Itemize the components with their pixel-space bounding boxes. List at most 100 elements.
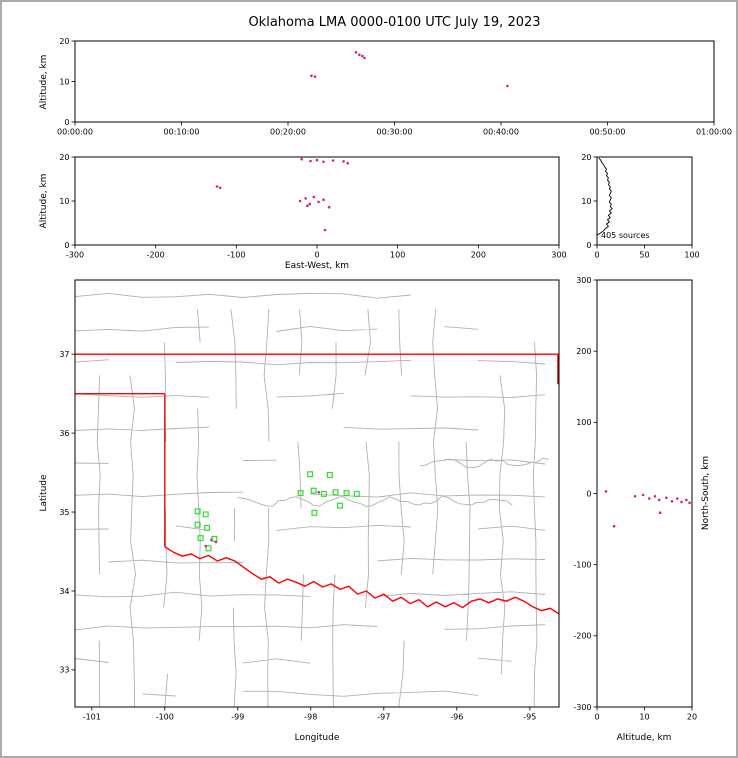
x-tick-label: 200 (471, 251, 486, 260)
source-point (363, 56, 366, 60)
x-tick-label: 00:20:00 (270, 128, 306, 137)
time-height-frame (74, 40, 715, 123)
source-point (306, 204, 309, 208)
longitude-axis-label: Longitude (294, 733, 340, 743)
station-marker (205, 545, 212, 552)
time-height-ticks: 00:00:00 00:10:00 00:20:00 00:30:00 00:40:00… (57, 37, 732, 137)
ew-height-frame (74, 156, 560, 246)
x-tick-label: -96 (450, 713, 463, 722)
source-point (612, 524, 616, 528)
source-count-label: 405 sources (601, 231, 650, 240)
station-marker (337, 502, 344, 509)
source-point (657, 498, 661, 502)
source-point (688, 501, 691, 505)
station-marker (211, 535, 218, 542)
source-point (604, 490, 608, 493)
x-tick-label: -101 (83, 713, 101, 722)
source-point (361, 54, 364, 58)
source-point (308, 202, 312, 206)
y-tick-label: 10 (59, 77, 69, 86)
source-point (658, 511, 662, 514)
time-panel-altitude-axis-label: Altitude, km (39, 54, 49, 110)
ew-panel-altitude-axis-label: Altitude, km (39, 173, 49, 229)
ns-height-ticks: 0 10 20 -300 -200 -100 0 100 200 300 (573, 276, 697, 722)
y-tick-label: 10 (581, 197, 591, 206)
y-tick-label: 20 (59, 37, 69, 46)
source-point (676, 497, 679, 500)
source-point (342, 160, 345, 163)
source-point (214, 540, 218, 544)
y-tick-label: 100 (576, 418, 591, 427)
source-point (653, 495, 657, 498)
source-point (215, 185, 219, 188)
source-point (358, 53, 361, 57)
source-point (210, 538, 213, 541)
ns-height-panel: 0 10 20 -300 -200 -100 0 100 200 300 (573, 276, 697, 722)
y-tick-label: -100 (573, 560, 591, 569)
source-point (685, 498, 688, 502)
time-height-source-points (310, 51, 509, 88)
x-tick-label: -100 (227, 251, 245, 260)
station-marker (197, 535, 204, 542)
source-point (322, 198, 325, 201)
y-tick-label: 10 (59, 197, 69, 206)
source-point (312, 195, 316, 199)
x-tick-label: 0 (594, 251, 599, 260)
source-point (317, 491, 321, 494)
y-tick-label: 200 (576, 347, 591, 356)
source-point (300, 157, 304, 161)
source-point (322, 160, 325, 164)
ew-height-source-points (215, 157, 350, 232)
map-ticks: -101 -100 -99 -98 -97 -96 -95 33 34 35 36 37 (59, 350, 536, 722)
source-point (218, 186, 222, 190)
x-tick-label: -300 (66, 251, 84, 260)
source-point (323, 228, 327, 232)
ns-height-frame (596, 279, 693, 708)
source-point (648, 497, 651, 500)
latitude-axis-label: Latitude (39, 474, 49, 512)
x-tick-label: 01:00:00 (696, 128, 732, 137)
map-panel: -101 -100 -99 -98 -97 -96 -95 33 34 35 36 37 (59, 279, 560, 722)
source-point (354, 51, 358, 54)
time-height-panel: 00:00:00 00:10:00 00:20:00 00:30:00 00:40:00… (57, 37, 732, 137)
y-tick-label: 20 (581, 153, 591, 162)
y-tick-label: 20 (59, 153, 69, 162)
x-tick-label: -97 (377, 713, 390, 722)
x-tick-label: 10 (639, 713, 649, 722)
x-tick-label: 00:00:00 (57, 128, 93, 137)
y-tick-label: 36 (59, 429, 69, 438)
station-marker (343, 490, 350, 497)
source-point (204, 544, 207, 548)
altitude-histogram-trace (596, 157, 613, 244)
map-source-points (204, 491, 321, 548)
station-marker (202, 511, 209, 518)
source-point (680, 500, 683, 504)
x-tick-label: -98 (304, 713, 317, 722)
alt-histogram-ticks: 0 50 100 0 10 20 (581, 153, 699, 260)
x-tick-label: -200 (147, 251, 165, 260)
station-marker (194, 521, 201, 528)
x-tick-label: 20 (687, 713, 697, 722)
station-marker (320, 490, 327, 497)
source-point (506, 84, 509, 88)
source-point (665, 496, 668, 500)
x-tick-label: 00:50:00 (590, 128, 626, 137)
y-tick-label: 33 (59, 666, 69, 675)
station-marker (307, 471, 314, 478)
source-point (633, 495, 637, 498)
source-point (346, 161, 350, 165)
x-tick-label: -99 (231, 713, 244, 722)
source-point (298, 199, 302, 203)
state-borders (75, 353, 559, 615)
ns-height-source-points (604, 490, 691, 528)
x-tick-label: 00:40:00 (483, 128, 519, 137)
source-point (327, 205, 331, 209)
station-marker (311, 509, 318, 516)
x-tick-label: 00:30:00 (377, 128, 413, 137)
source-point (331, 159, 335, 162)
ns-panel-altitude-axis-label: Altitude, km (616, 733, 672, 743)
source-point (317, 200, 320, 204)
station-marker (194, 508, 201, 515)
